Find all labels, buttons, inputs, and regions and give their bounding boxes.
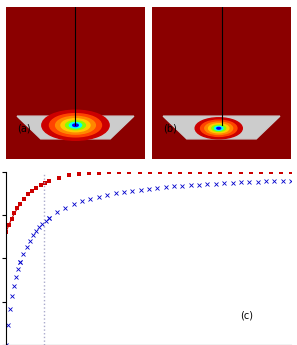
Ellipse shape (69, 122, 82, 128)
Ellipse shape (50, 114, 102, 137)
Ellipse shape (214, 126, 223, 130)
Text: (b): (b) (163, 123, 177, 133)
Ellipse shape (217, 127, 221, 129)
Polygon shape (6, 7, 145, 159)
Ellipse shape (208, 124, 229, 133)
Ellipse shape (56, 116, 95, 134)
Ellipse shape (212, 125, 226, 131)
Polygon shape (163, 116, 280, 139)
Ellipse shape (195, 118, 242, 139)
Text: (a): (a) (17, 123, 31, 133)
Polygon shape (17, 116, 134, 139)
Ellipse shape (61, 119, 90, 132)
Ellipse shape (66, 121, 86, 130)
Text: (c): (c) (240, 311, 253, 321)
Ellipse shape (205, 122, 233, 135)
Polygon shape (152, 7, 291, 159)
Ellipse shape (200, 120, 237, 136)
Ellipse shape (42, 110, 109, 140)
Ellipse shape (73, 124, 78, 127)
